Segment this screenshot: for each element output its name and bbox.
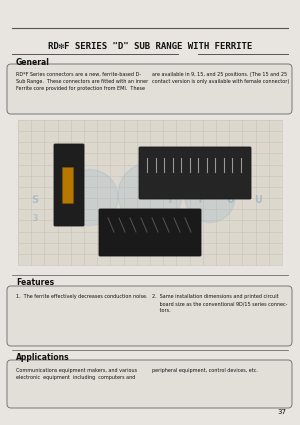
Text: 1: 1 <box>142 213 148 223</box>
Text: I: I <box>58 195 62 205</box>
Text: 1.  The ferrite effectively decreases conduction noise.: 1. The ferrite effectively decreases con… <box>16 294 148 299</box>
Text: RD❇F SERIES "D" SUB RANGE WITH FERRITE: RD❇F SERIES "D" SUB RANGE WITH FERRITE <box>48 42 252 51</box>
FancyBboxPatch shape <box>7 286 292 346</box>
Text: are available in 9, 15, and 25 positions. (The 15 and 25
contact version is only: are available in 9, 15, and 25 positions… <box>152 72 289 84</box>
Text: Applications: Applications <box>16 353 70 362</box>
Text: RD*F Series connectors are a new, ferrite-based D-
Sub Range.  These connectors : RD*F Series connectors are a new, ferrit… <box>16 72 148 91</box>
FancyBboxPatch shape <box>7 64 292 114</box>
FancyBboxPatch shape <box>139 147 251 199</box>
Bar <box>18 120 282 265</box>
FancyBboxPatch shape <box>7 360 292 408</box>
Text: 37: 37 <box>277 409 286 415</box>
FancyBboxPatch shape <box>62 167 74 204</box>
Text: peripheral equipment, control devices, etc.: peripheral equipment, control devices, e… <box>152 368 258 373</box>
Text: 3: 3 <box>32 213 38 223</box>
Circle shape <box>118 162 182 227</box>
Text: General: General <box>16 58 50 67</box>
Circle shape <box>185 173 235 223</box>
Text: 2.  Same installation dimensions and printed circuit
     board size as the conv: 2. Same installation dimensions and prin… <box>152 294 287 313</box>
FancyBboxPatch shape <box>54 144 84 226</box>
Text: U: U <box>226 195 234 205</box>
Text: T: T <box>167 195 173 205</box>
Text: U: U <box>254 195 262 205</box>
Text: Communications equipment makers, and various
electronic  equipment  including  c: Communications equipment makers, and var… <box>16 368 137 380</box>
Text: T: T <box>196 195 203 205</box>
Text: Features: Features <box>16 278 54 287</box>
Text: S: S <box>32 195 39 205</box>
FancyBboxPatch shape <box>99 209 201 256</box>
Circle shape <box>62 170 118 226</box>
